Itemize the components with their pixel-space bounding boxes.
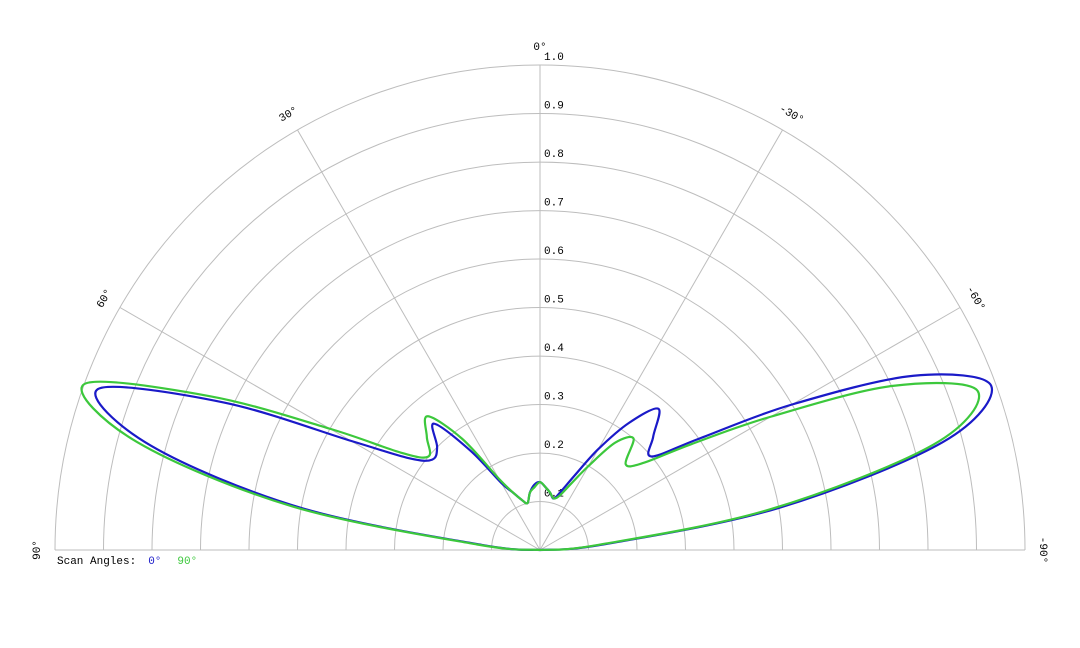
legend-entry: 0° — [148, 556, 161, 568]
legend-title: Scan Angles: — [57, 556, 136, 568]
angle-tick-label: -30° — [777, 103, 806, 127]
r-tick-label: 0.4 — [544, 343, 564, 355]
series-line — [80, 380, 981, 552]
legend-entry: 90° — [177, 556, 197, 568]
angle-tick-label: 0° — [533, 42, 546, 54]
r-tick-label: 0.2 — [544, 440, 564, 452]
grid-spoke — [539, 129, 783, 551]
r-tick-label: 0.5 — [544, 294, 564, 306]
angle-tick-label: -60° — [963, 285, 987, 314]
angle-tick-label: 90° — [32, 540, 44, 560]
grid-spoke — [539, 307, 961, 551]
r-tick-label: 0.7 — [544, 197, 564, 209]
r-tick-label: 0.3 — [544, 391, 564, 403]
angle-tick-label: -90° — [1036, 537, 1048, 563]
r-tick-label: 0.9 — [544, 100, 564, 112]
angle-tick-label: 30° — [277, 105, 300, 125]
grid-spoke — [297, 129, 541, 551]
r-tick-label: 0.6 — [544, 246, 564, 258]
r-tick-label: 1.0 — [544, 52, 564, 64]
r-tick-label: 0.8 — [544, 149, 564, 161]
angle-tick-label: 60° — [95, 287, 115, 310]
